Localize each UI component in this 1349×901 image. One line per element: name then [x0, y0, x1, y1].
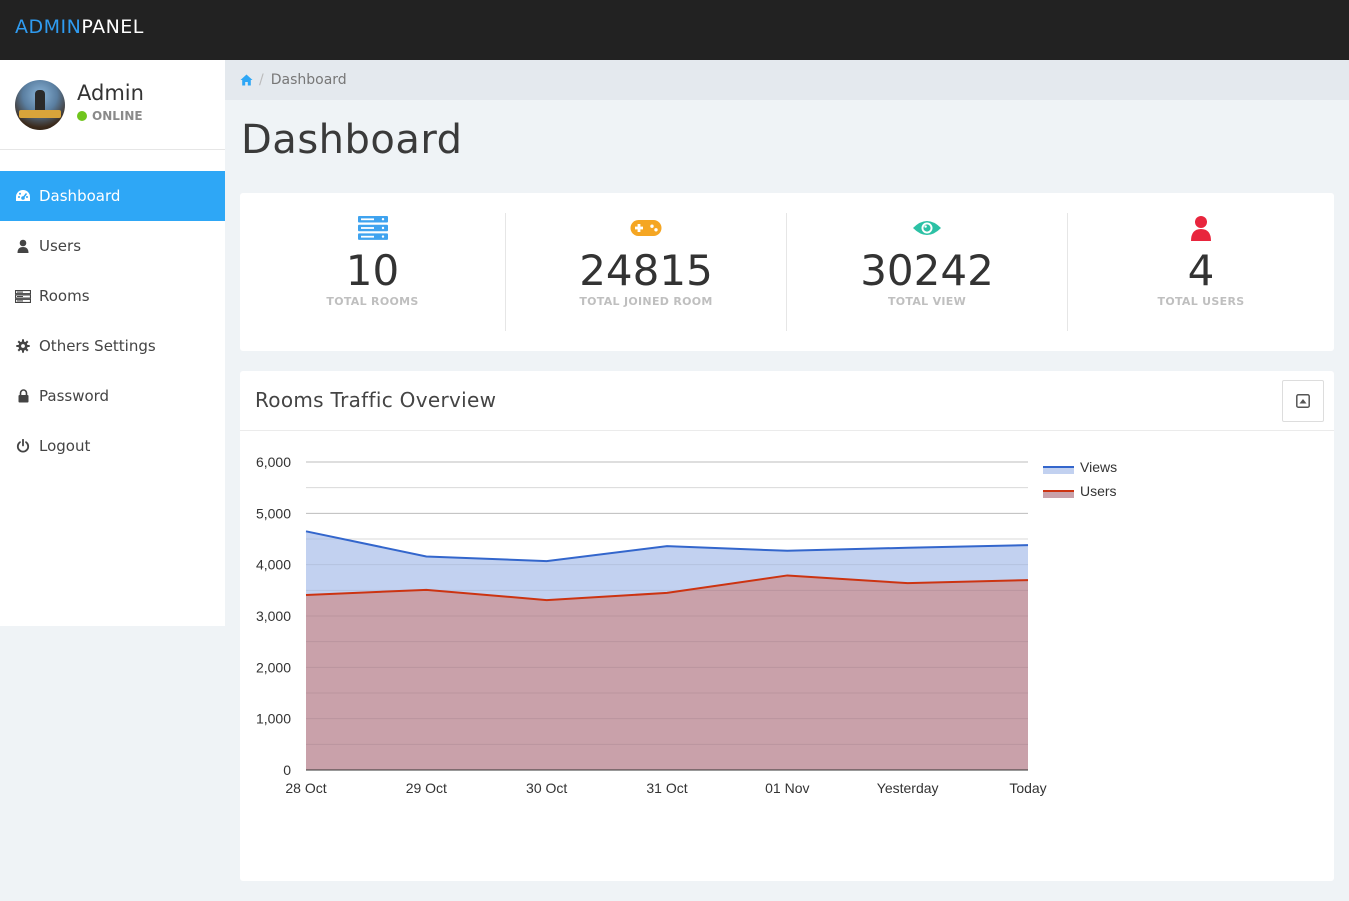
- divider: [1067, 213, 1068, 331]
- gear-icon: [15, 338, 31, 354]
- stats-card: 10 TOTAL ROOMS 24815 TOTAL JOINED ROOM 3…: [240, 193, 1334, 351]
- breadcrumb-separator: /: [259, 72, 264, 88]
- x-tick-label: Today: [1009, 780, 1046, 796]
- y-tick-label: 3,000: [256, 608, 291, 624]
- stat-label: TOTAL USERS: [1157, 295, 1245, 308]
- traffic-chart-card: Rooms Traffic Overview 0 1,000 2,000 3,000 4…: [240, 371, 1334, 881]
- sidebar-item-users[interactable]: Users: [0, 221, 225, 271]
- sidebar-item-label: Dashboard: [39, 187, 121, 205]
- sidebar: Admin ONLINE Dashboard Users Rooms: [0, 60, 225, 626]
- chart-header: Rooms Traffic Overview: [240, 371, 1334, 431]
- server-icon: [240, 213, 505, 243]
- y-tick-label: 1,000: [256, 711, 291, 727]
- sidebar-item-logout[interactable]: Logout: [0, 421, 225, 471]
- stat-total-users: 4 TOTAL USERS: [1068, 213, 1334, 331]
- y-tick-label: 4,000: [256, 557, 291, 573]
- page-title: Dashboard: [241, 117, 463, 163]
- traffic-chart: 0 1,000 2,000 3,000 4,000 5,000 6,000 28 Oct 29 …: [256, 454, 1117, 796]
- dashboard-icon: [15, 188, 31, 204]
- eye-icon: [787, 213, 1067, 243]
- x-tick-label: 28 Oct: [285, 780, 326, 796]
- user-icon: [1068, 213, 1334, 243]
- divider: [505, 213, 506, 331]
- stat-label: TOTAL JOINED ROOM: [579, 295, 713, 308]
- user-icon: [15, 238, 31, 254]
- stat-total-view: 30242 TOTAL VIEW: [787, 213, 1067, 331]
- online-dot-icon: [77, 111, 87, 121]
- brand-part-admin: ADMIN: [15, 16, 82, 38]
- sidebar-item-label: Users: [39, 237, 82, 255]
- x-tick-label: 29 Oct: [406, 780, 447, 796]
- lock-icon: [15, 388, 31, 404]
- server-icon: [15, 288, 31, 304]
- sidebar-item-dashboard[interactable]: Dashboard: [0, 171, 225, 221]
- user-info: Admin ONLINE: [0, 60, 225, 150]
- collapse-button[interactable]: [1282, 380, 1324, 422]
- breadcrumb-current: Dashboard: [270, 72, 347, 88]
- sidebar-nav: Dashboard Users Rooms Others Settings Pa…: [0, 171, 225, 471]
- legend-label: Users: [1080, 483, 1117, 499]
- sidebar-item-rooms[interactable]: Rooms: [0, 271, 225, 321]
- sidebar-item-label: Others Settings: [39, 337, 156, 355]
- power-icon: [15, 438, 31, 454]
- x-tick-label: Yesterday: [877, 780, 939, 796]
- y-tick-label: 6,000: [256, 454, 291, 470]
- user-name: Admin: [77, 81, 144, 105]
- divider: [786, 213, 787, 331]
- sidebar-item-label: Logout: [39, 437, 91, 455]
- brand-logo[interactable]: ADMINPANEL: [15, 16, 144, 38]
- chart-title: Rooms Traffic Overview: [255, 388, 497, 412]
- home-icon[interactable]: [240, 74, 253, 86]
- y-tick-label: 5,000: [256, 505, 291, 521]
- user-status: ONLINE: [77, 109, 143, 123]
- sidebar-item-others-settings[interactable]: Others Settings: [0, 321, 225, 371]
- legend-swatch: [1043, 491, 1074, 498]
- sidebar-item-label: Password: [39, 387, 110, 405]
- stat-total-rooms: 10 TOTAL ROOMS: [240, 213, 505, 331]
- stat-total-joined-room: 24815 TOTAL JOINED ROOM: [506, 213, 786, 331]
- top-navbar: ADMINPANEL: [0, 0, 1349, 60]
- x-tick-label: 01 Nov: [765, 780, 809, 796]
- legend-label: Views: [1080, 459, 1117, 475]
- stat-value: 24815: [579, 246, 713, 295]
- sidebar-item-password[interactable]: Password: [0, 371, 225, 421]
- gamepad-icon: [506, 213, 786, 243]
- area-users: [306, 575, 1028, 770]
- x-tick-label: 31 Oct: [646, 780, 687, 796]
- y-tick-label: 2,000: [256, 659, 291, 675]
- brand-part-panel: PANEL: [81, 16, 144, 38]
- collapse-icon: [1296, 394, 1310, 408]
- stat-value: 30242: [860, 246, 994, 295]
- x-tick-label: 30 Oct: [526, 780, 567, 796]
- y-tick-label: 0: [283, 762, 291, 778]
- stat-value: 4: [1187, 246, 1215, 295]
- user-status-text: ONLINE: [92, 109, 143, 123]
- stat-label: TOTAL VIEW: [887, 295, 967, 308]
- avatar: [15, 80, 65, 130]
- sidebar-item-label: Rooms: [39, 287, 90, 305]
- stat-value: 10: [345, 246, 400, 295]
- breadcrumb: / Dashboard: [225, 60, 1349, 100]
- legend-swatch: [1043, 467, 1074, 474]
- stat-label: TOTAL ROOMS: [326, 295, 419, 308]
